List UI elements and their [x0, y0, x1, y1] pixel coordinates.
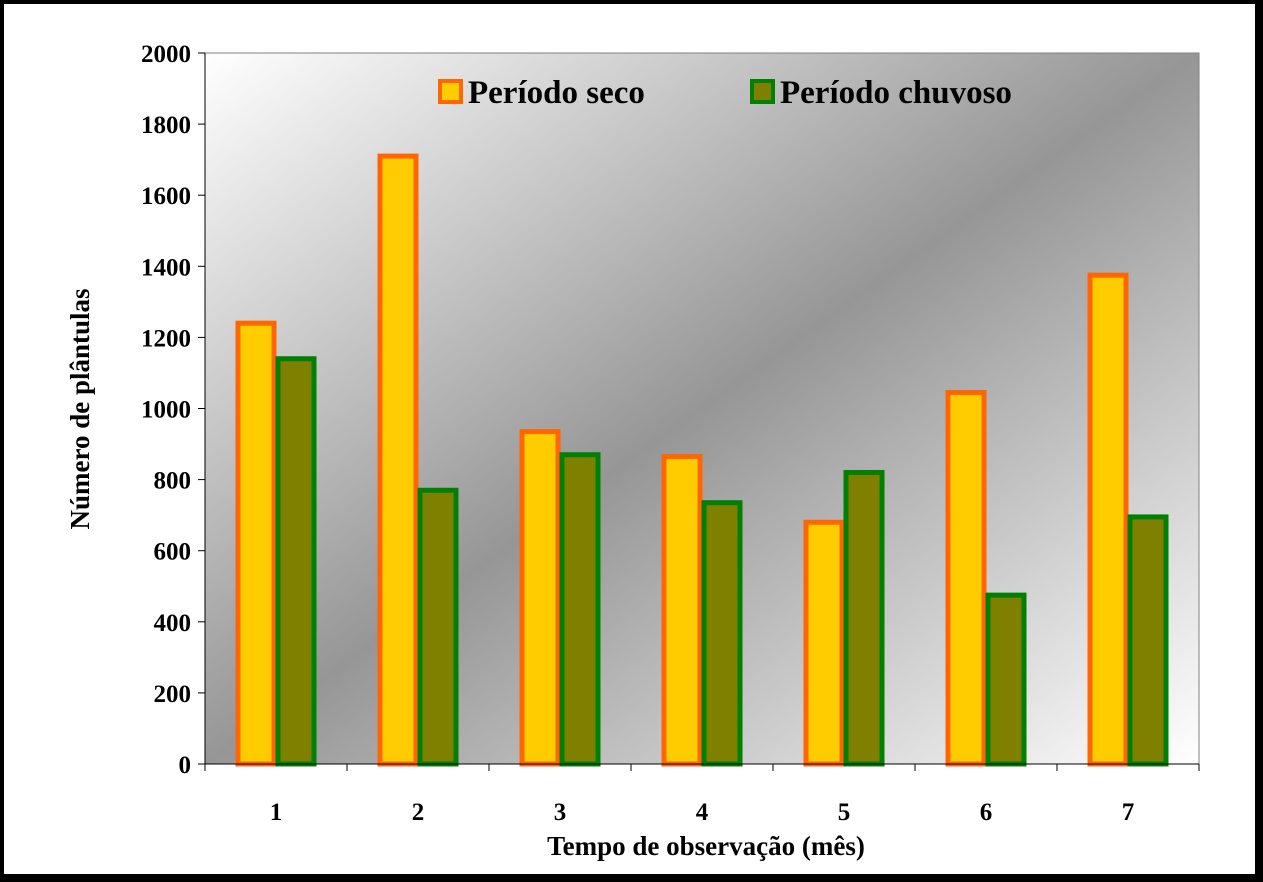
bar-chuvoso-4 [701, 500, 743, 767]
bar-seco-3 [519, 429, 561, 767]
bar-seco-7 [1087, 272, 1129, 767]
y-tick-label: 0 [179, 752, 192, 779]
bar-chuvoso-6 [985, 592, 1027, 767]
x-tick-label: 3 [554, 799, 567, 826]
x-tick-label: 4 [696, 799, 709, 826]
y-tick-label: 2000 [141, 41, 191, 68]
x-tick-label: 5 [838, 799, 851, 826]
bar-chuvoso-7 [1127, 514, 1169, 767]
bar-chuvoso-1 [275, 356, 317, 767]
x-tick-label: 2 [412, 799, 425, 826]
y-tick-label: 1000 [141, 397, 191, 424]
legend-swatch-chuvoso [750, 79, 775, 104]
y-tick-label: 400 [154, 610, 192, 637]
x-tick-label: 6 [980, 799, 993, 826]
legend: Período seco Período chuvoso [438, 75, 1012, 111]
bar-chart: 0 200 400 600 800 1000 1200 1400 1600 1800 2000 1 2… [65, 41, 1200, 861]
bar-seco-4 [661, 453, 703, 767]
y-tick-label: 200 [154, 681, 192, 708]
bar-seco-5 [803, 519, 845, 767]
y-tick-label: 800 [154, 468, 192, 495]
bar-chuvoso-3 [559, 452, 601, 767]
bar-seco-1 [235, 320, 277, 767]
legend-swatch-seco [438, 79, 463, 104]
y-tick-label: 1800 [141, 112, 191, 139]
y-tick-label: 1600 [141, 183, 191, 210]
bar-chuvoso-2 [417, 487, 459, 767]
legend-label-seco: Período seco [468, 75, 645, 111]
bar-seco-6 [945, 390, 987, 767]
x-tick-label: 1 [270, 799, 283, 826]
y-tick-label: 1400 [141, 254, 191, 281]
bar-chuvoso-5 [843, 469, 885, 767]
y-axis-title: Número de plântulas [65, 288, 95, 529]
y-tick-label: 1200 [141, 325, 191, 352]
y-tick-label: 600 [154, 539, 192, 566]
bar-seco-2 [377, 153, 419, 767]
x-tick-label: 7 [1122, 799, 1135, 826]
legend-label-chuvoso: Período chuvoso [780, 75, 1012, 111]
x-axis-title: Tempo de observação (mês) [547, 831, 865, 861]
